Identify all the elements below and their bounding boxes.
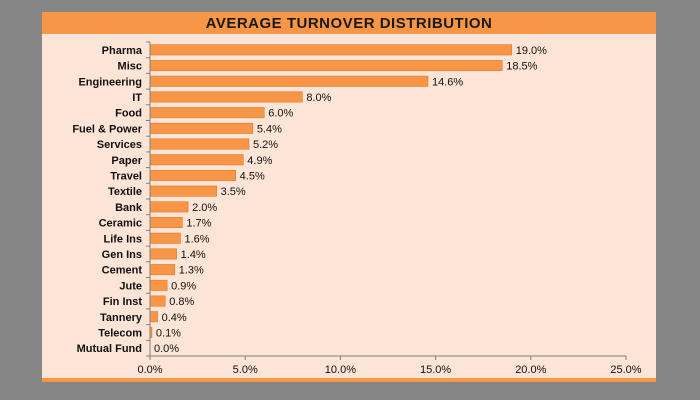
chart-panel [42,34,656,382]
value-label: 4.9% [247,155,272,167]
category-label: Travel [110,170,142,182]
bar-textile [149,185,217,197]
category-label: Life Ins [103,233,142,245]
x-tick-label: 25.0% [610,364,641,376]
category-label: Gen Ins [102,249,142,261]
category-label: Services [97,139,142,151]
category-label: Cement [102,265,143,277]
bar-cement [149,264,176,276]
bar-paper [149,154,244,166]
bar-misc [149,60,503,72]
value-label: 1.3% [179,265,204,277]
axes-group [146,41,627,360]
bar-tannery [149,311,158,323]
category-label: Jute [119,280,142,292]
category-label: Pharma [102,45,143,57]
value-label: 18.5% [506,61,537,73]
chart-title: AVERAGE TURNOVER DISTRIBUTION [205,14,493,32]
bar-life-ins [149,232,181,244]
bar-ceramic [149,217,183,229]
value-label: 2.0% [192,202,217,214]
bar-it [149,91,303,103]
x-tick-label: 20.0% [515,364,546,376]
value-label: 1.4% [181,249,206,261]
bar-bank [149,201,189,213]
value-label: 0.0% [154,343,179,355]
category-label: Food [115,108,142,120]
x-tick-label: 0.0% [137,364,162,376]
x-tick-label: 5.0% [233,364,258,376]
labels-group: Pharma 19.0% Misc 18.5% Engineering 14.6% IT 8.… [72,45,641,376]
category-label: IT [132,92,142,104]
category-label: Tannery [100,312,143,324]
bar-jute [149,279,168,291]
bar-food [149,107,265,119]
x-tick-label: 10.0% [325,364,356,376]
x-tick-label: 15.0% [420,364,451,376]
value-label: 1.6% [184,233,209,245]
bar-engineering [149,75,429,87]
bar-services [149,138,250,150]
value-label: 0.1% [156,327,181,339]
bar-fin-inst [149,295,166,307]
value-label: 5.2% [253,139,278,151]
value-label: 0.8% [169,296,194,308]
category-label: Ceramic [99,218,142,230]
value-label: 6.0% [268,108,293,120]
category-label: Telecom [98,327,142,339]
value-label: 5.4% [257,123,282,135]
bar-gen-ins [149,248,177,260]
value-label: 19.0% [516,45,547,57]
bars-group [149,44,513,338]
category-label: Misc [118,61,142,73]
value-label: 8.0% [306,92,331,104]
category-label: Textile [108,186,142,198]
title-band: AVERAGE TURNOVER DISTRIBUTION [42,12,656,34]
value-label: 14.6% [432,76,463,88]
value-label: 3.5% [221,186,246,198]
category-label: Fuel & Power [72,123,142,135]
value-label: 0.9% [171,280,196,292]
value-label: 4.5% [240,170,265,182]
bar-fuel-power [149,122,254,134]
category-label: Engineering [78,76,142,88]
value-label: 1.7% [186,218,211,230]
bar-pharma [149,44,513,56]
category-label: Mutual Fund [77,343,142,355]
category-label: Fin Inst [103,296,142,308]
bottom-band [42,378,656,382]
bar-travel [149,169,236,181]
value-label: 0.4% [162,312,187,324]
category-label: Bank [115,202,143,214]
category-label: Paper [111,155,142,167]
